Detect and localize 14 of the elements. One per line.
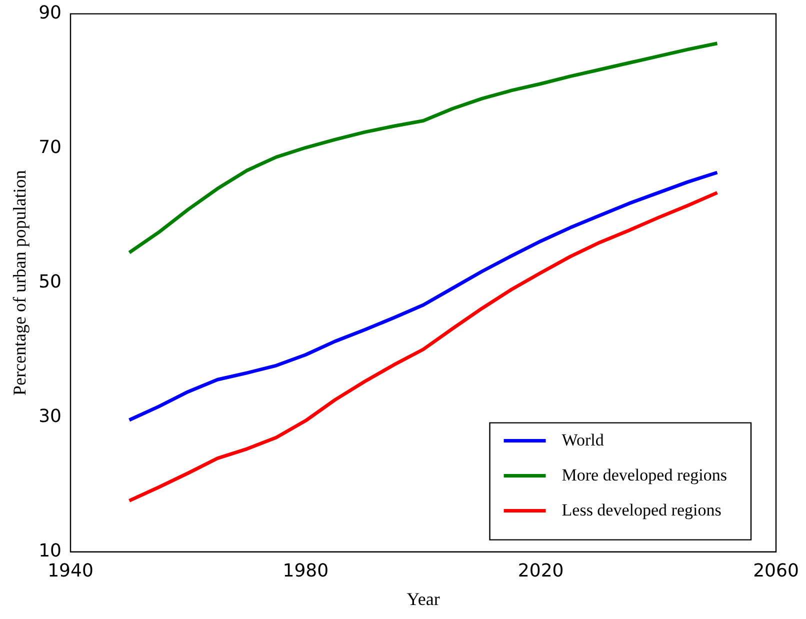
legend-label: World — [562, 430, 604, 450]
legend-label: Less developed regions — [562, 500, 722, 520]
x-tick-label: 1980 — [282, 560, 329, 582]
x-tick-label: 1940 — [48, 560, 94, 582]
y-tick-label: 90 — [38, 2, 62, 24]
y-tick-label: 30 — [38, 406, 62, 427]
x-tick-label: 2020 — [518, 560, 564, 582]
legend-label: More developed regions — [562, 465, 728, 484]
y-axis-title: Percentage of urban population — [10, 170, 30, 396]
x-tick-label: 2060 — [753, 560, 799, 582]
y-tick-label: 70 — [38, 136, 62, 158]
y-tick-label: 10 — [38, 540, 62, 562]
x-axis-title: Year — [406, 588, 440, 609]
y-tick-label: 50 — [38, 271, 62, 292]
